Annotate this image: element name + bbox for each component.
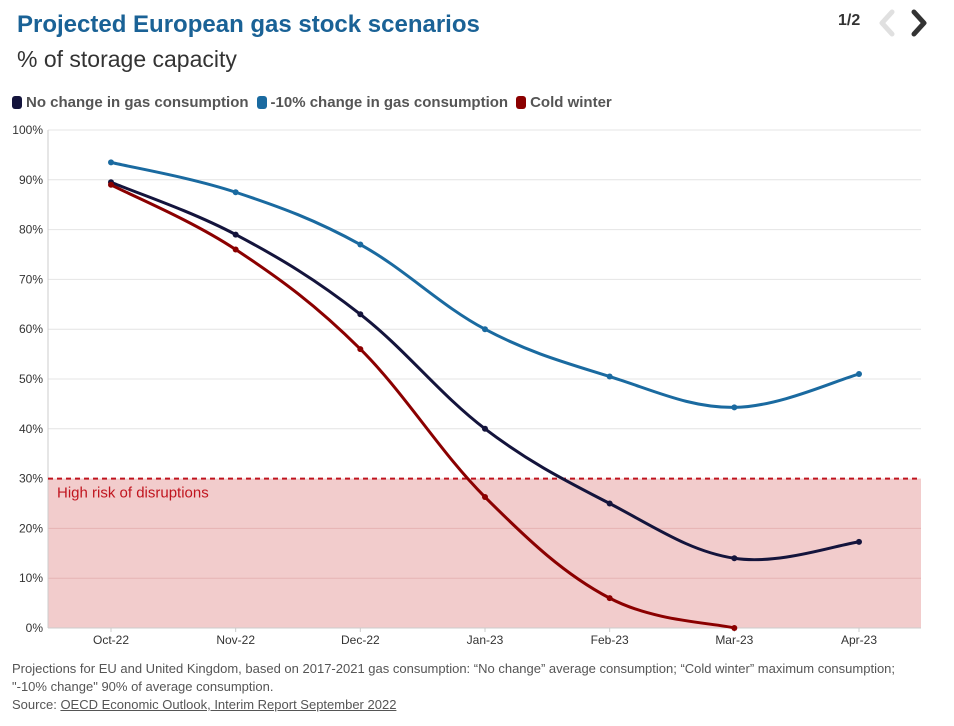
data-point-minus10 (731, 404, 738, 411)
y-tick-label: 70% (19, 272, 43, 286)
chart-subtitle: % of storage capacity (17, 46, 237, 72)
x-tick-label: Mar-23 (715, 633, 753, 647)
next-chevron-icon[interactable] (908, 8, 930, 38)
data-point-minus10 (856, 371, 862, 378)
x-tick-label: Feb-23 (591, 633, 629, 647)
y-tick-label: 90% (19, 173, 43, 187)
legend-label-minus10: -10% change in gas consumption (270, 94, 509, 111)
legend-item-no-change[interactable]: No change in gas consumption (12, 94, 249, 111)
footnote: Projections for EU and United Kingdom, b… (12, 660, 932, 714)
data-point-no_change (856, 538, 862, 545)
data-point-cold (108, 181, 114, 188)
data-point-minus10 (606, 373, 613, 380)
data-point-cold (482, 494, 488, 501)
data-point-minus10 (108, 159, 114, 166)
x-tick-label: Jan-23 (467, 633, 504, 647)
footnote-text: Projections for EU and United Kingdom, b… (12, 661, 896, 694)
source-label: Source: (12, 697, 57, 712)
data-point-no_change (232, 231, 239, 238)
page-indicator: 1/2 (838, 12, 861, 29)
legend-swatch-minus10 (256, 96, 267, 109)
legend-item-minus10[interactable]: -10% change in gas consumption (256, 94, 509, 111)
y-tick-label: 30% (19, 472, 43, 486)
y-tick-label: 40% (19, 422, 43, 436)
y-tick-label: 20% (19, 521, 43, 535)
y-tick-label: 10% (19, 571, 43, 585)
x-tick-label: Apr-23 (841, 633, 877, 647)
y-tick-label: 0% (26, 621, 44, 635)
data-point-minus10 (482, 326, 488, 333)
legend-label-no-change: No change in gas consumption (26, 94, 249, 111)
data-point-minus10 (357, 241, 364, 248)
x-tick-label: Oct-22 (93, 633, 129, 647)
x-tick-label: Nov-22 (216, 633, 255, 647)
risk-zone (48, 478, 921, 628)
source-link[interactable]: OECD Economic Outlook, Interim Report Se… (60, 697, 397, 712)
data-point-cold (357, 346, 364, 353)
legend-swatch-no-change (12, 96, 22, 109)
legend-swatch-cold-winter (516, 96, 527, 109)
y-tick-label: 50% (19, 372, 43, 386)
y-tick-label: 60% (19, 322, 43, 336)
previous-chevron-icon[interactable] (876, 8, 898, 38)
series-line-cold (109, 183, 736, 630)
data-point-cold (232, 246, 239, 253)
data-point-cold (731, 625, 738, 631)
legend-label-cold-winter: Cold winter (530, 94, 612, 111)
legend-item-cold-winter[interactable]: Cold winter (516, 94, 612, 111)
data-point-cold (606, 595, 613, 602)
data-point-no_change (731, 555, 738, 562)
chart-legend: No change in gas consumption -10% change… (12, 94, 612, 111)
y-tick-label: 100% (12, 123, 43, 137)
threshold-label: High risk of disruptions (57, 485, 209, 502)
series-line-minus10 (109, 160, 861, 409)
data-point-no_change (482, 425, 488, 432)
data-point-no_change (606, 500, 613, 507)
line-chart: 0% 10% 20% 30% 40% 50% 60% 70% 80% 90% 100% High ri… (12, 123, 921, 647)
data-point-no_change (357, 311, 364, 318)
x-tick-label: Dec-22 (341, 633, 380, 647)
data-point-minus10 (232, 189, 239, 196)
y-tick-label: 80% (19, 223, 43, 237)
chart-title: Projected European gas stock scenarios (17, 11, 480, 38)
